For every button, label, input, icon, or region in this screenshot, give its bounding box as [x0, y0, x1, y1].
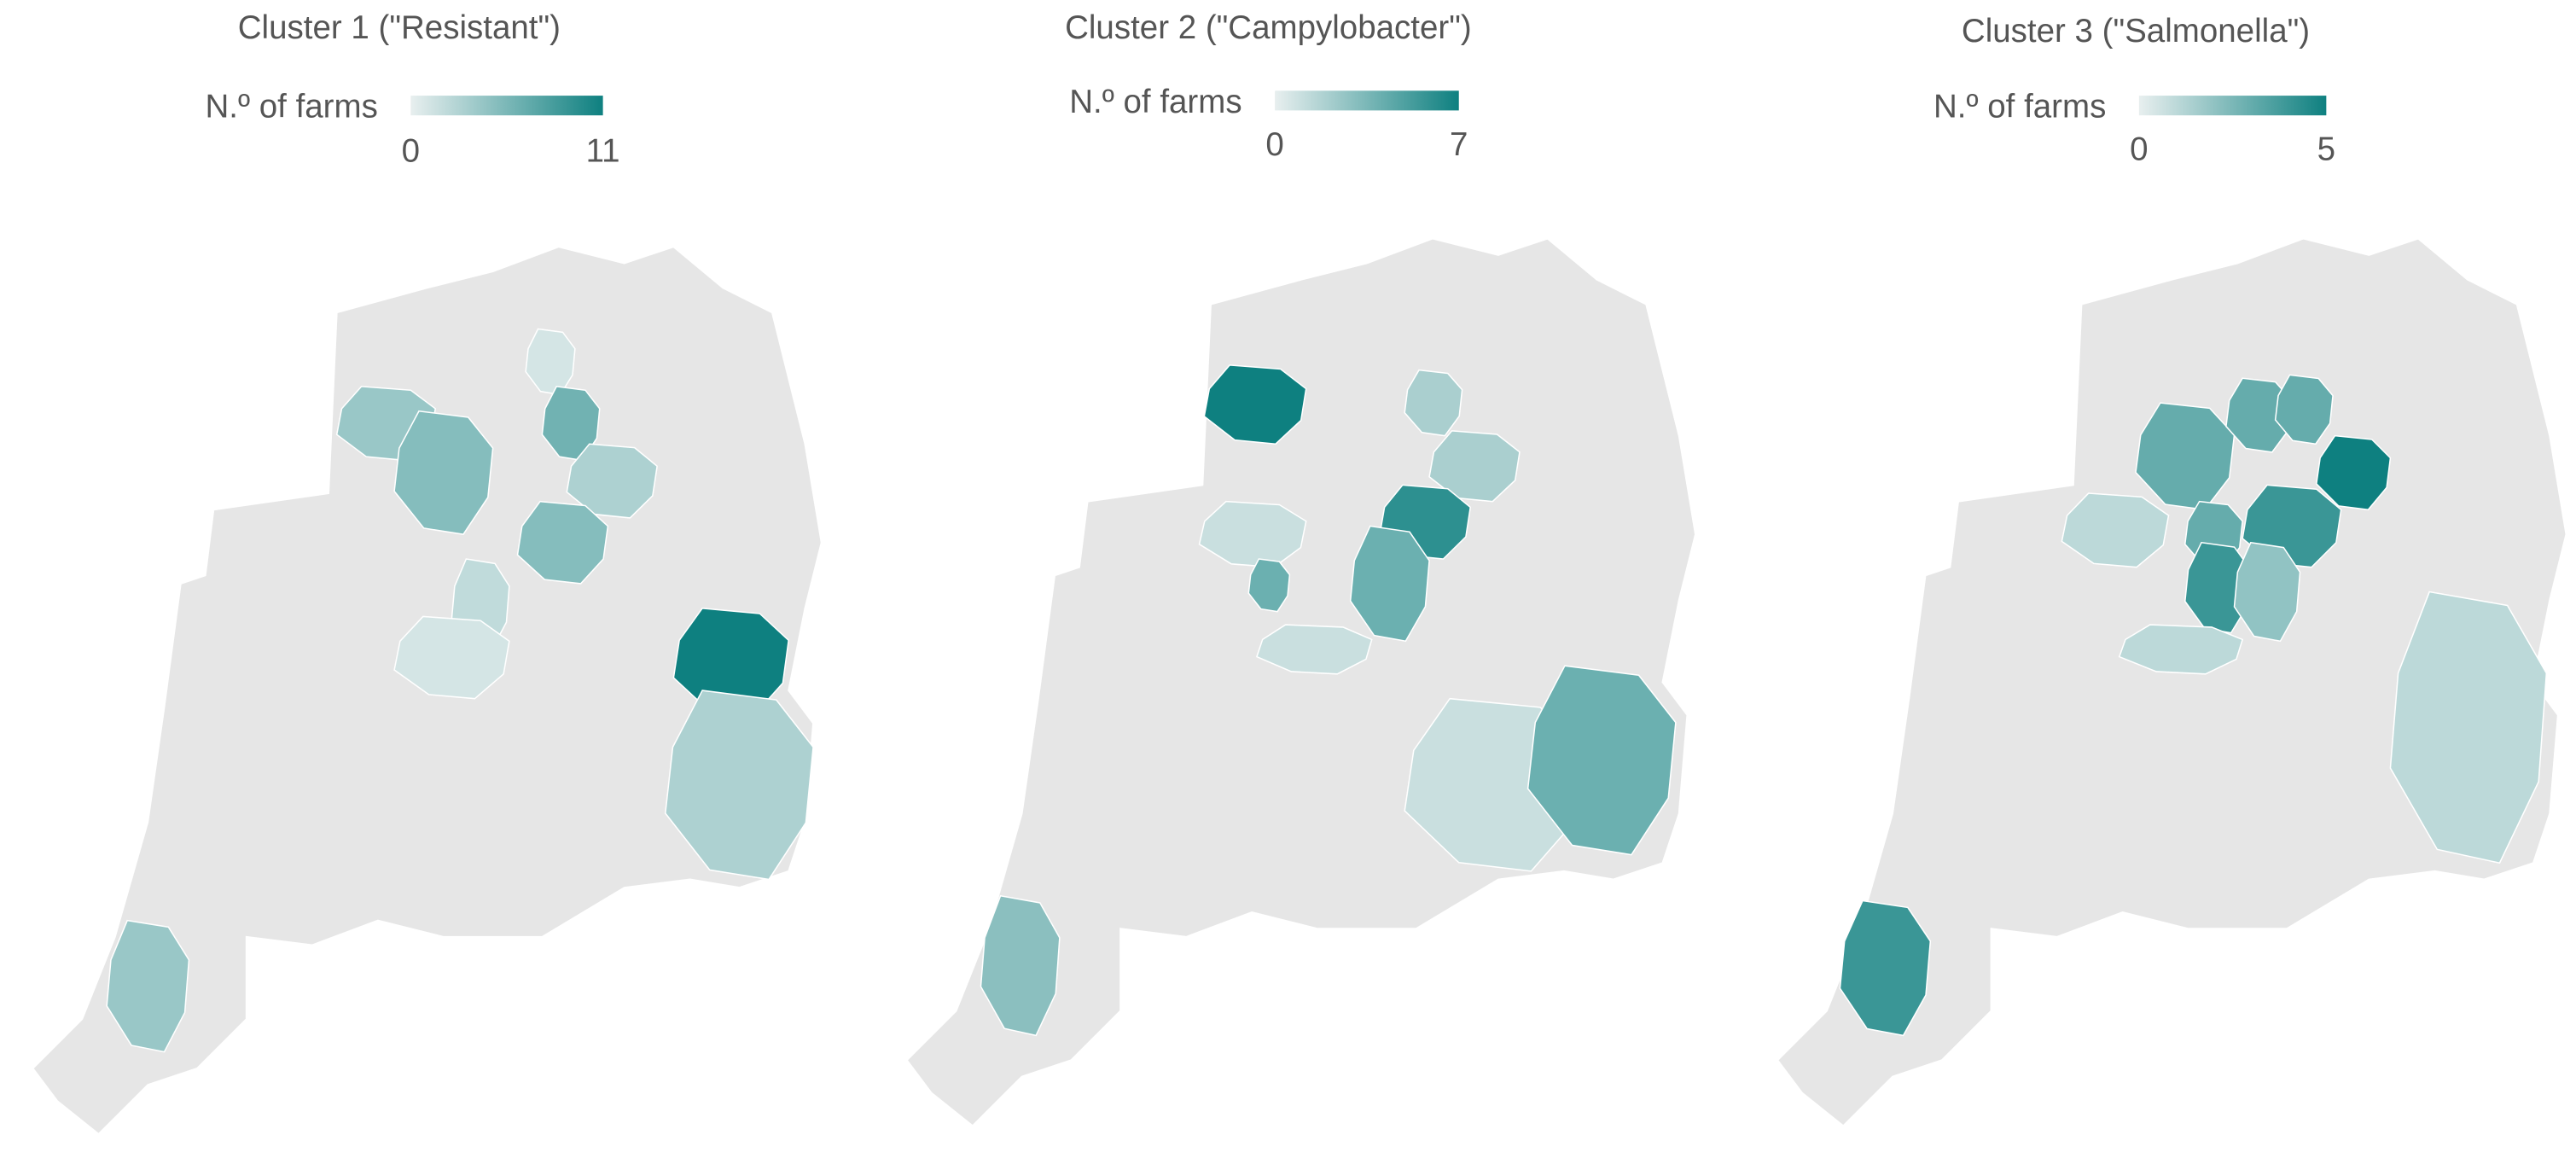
region — [1349, 525, 1430, 643]
region — [980, 894, 1061, 1037]
region — [2118, 624, 2244, 675]
region — [2274, 374, 2334, 445]
legend-bar — [1275, 90, 1459, 111]
region — [2225, 377, 2293, 453]
map-title: Cluster 1 ("Resistant") — [238, 9, 561, 46]
legend-max: 7 — [1450, 126, 1468, 163]
region — [664, 690, 814, 881]
legend-max: 11 — [586, 133, 620, 170]
region — [106, 919, 190, 1053]
legend-title: N.º of farms — [1933, 89, 2106, 125]
region — [1203, 364, 1307, 445]
region — [2389, 591, 2548, 864]
region — [2315, 434, 2392, 511]
region — [1247, 558, 1291, 613]
map-title: Cluster 2 ("Campylobacter") — [1065, 9, 1472, 46]
region — [2233, 541, 2301, 643]
region — [516, 500, 609, 585]
legend-min: 0 — [2130, 131, 2148, 168]
region — [2183, 541, 2252, 634]
region — [1428, 430, 1521, 503]
map-title: Cluster 3 ("Salmonella") — [1962, 13, 2310, 49]
legend-min: 0 — [1265, 126, 1283, 163]
legend-bar — [410, 96, 603, 116]
region — [393, 410, 494, 536]
region — [1839, 899, 1932, 1037]
region — [1526, 665, 1677, 856]
legend-max: 5 — [2317, 131, 2335, 168]
legend-title: N.º of farms — [1069, 84, 1241, 120]
legend-title: N.º of farms — [206, 89, 378, 125]
region — [2061, 492, 2170, 568]
legend-min: 0 — [402, 133, 420, 170]
region — [1404, 369, 1463, 437]
region — [566, 443, 658, 519]
region — [1255, 624, 1373, 675]
legend-bar — [2138, 96, 2327, 116]
region — [393, 615, 510, 700]
